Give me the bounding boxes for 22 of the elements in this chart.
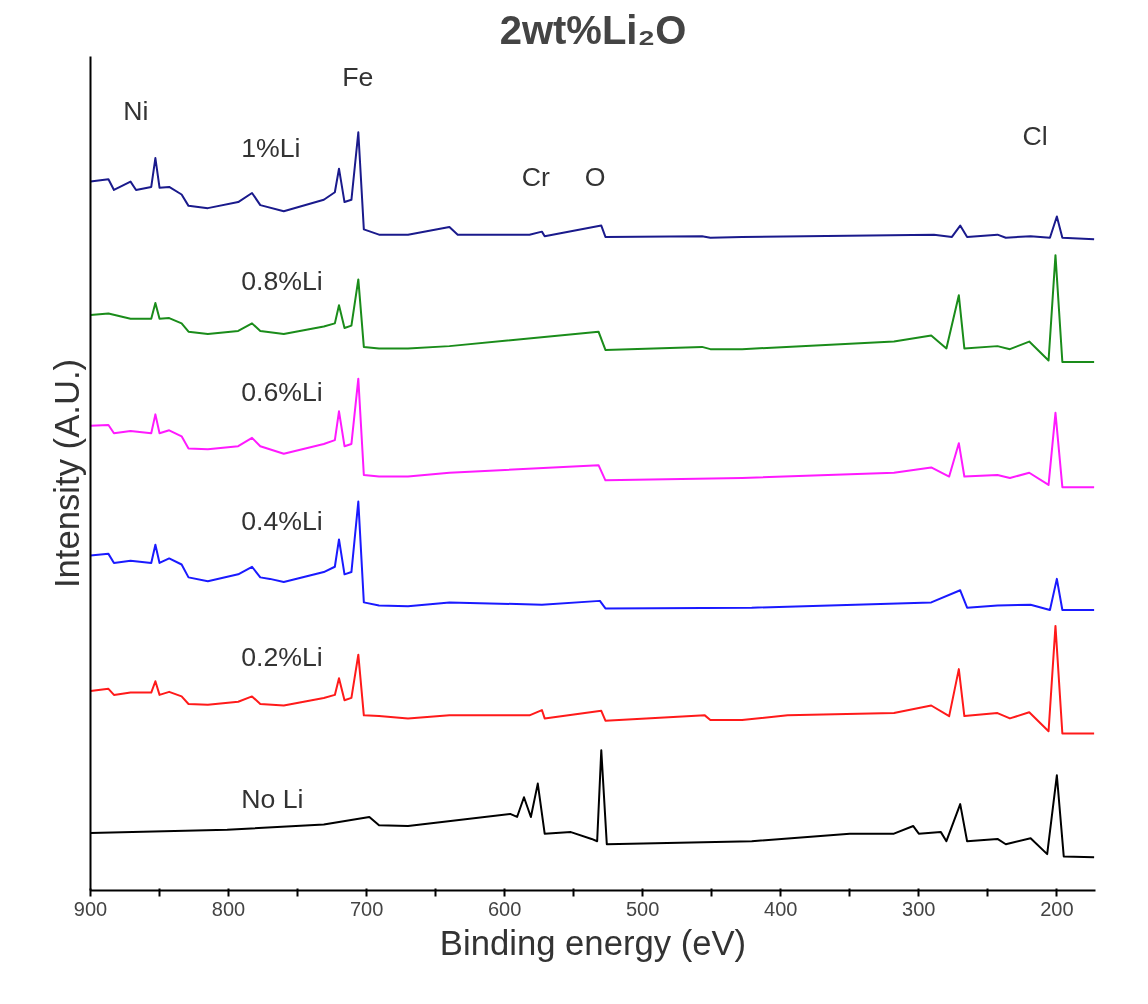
x-tick-label: 200 (1040, 897, 1074, 920)
x-tick-label: 600 (487, 897, 522, 920)
x-tick-label: 700 (349, 897, 384, 920)
y-axis-title: Intensity (A.U.) (47, 358, 86, 589)
series-label: 0.6%Li (241, 376, 323, 407)
x-tick-label: 500 (626, 897, 660, 920)
annotation: Cr (521, 162, 550, 193)
series-label: 0.8%Li (241, 266, 323, 297)
series-label: 0.4%Li (241, 506, 323, 537)
series-label: 1%Li (241, 132, 301, 163)
annotation: Cl (1022, 120, 1048, 151)
x-tick-label: 800 (211, 897, 246, 920)
x-tick-label: 400 (764, 897, 798, 920)
series-label: 0.2%Li (241, 642, 323, 673)
text: Fe (342, 62, 374, 93)
x-tick-label: 900 (73, 897, 108, 920)
text: Ni (123, 95, 149, 126)
annotation: O (584, 162, 606, 193)
series-label: No Li (241, 783, 304, 814)
chart-title: 2wt%Li₂O (499, 7, 687, 52)
x-axis-title: Binding energy (eV) (439, 923, 747, 962)
x-tick-label: 300 (902, 897, 936, 920)
